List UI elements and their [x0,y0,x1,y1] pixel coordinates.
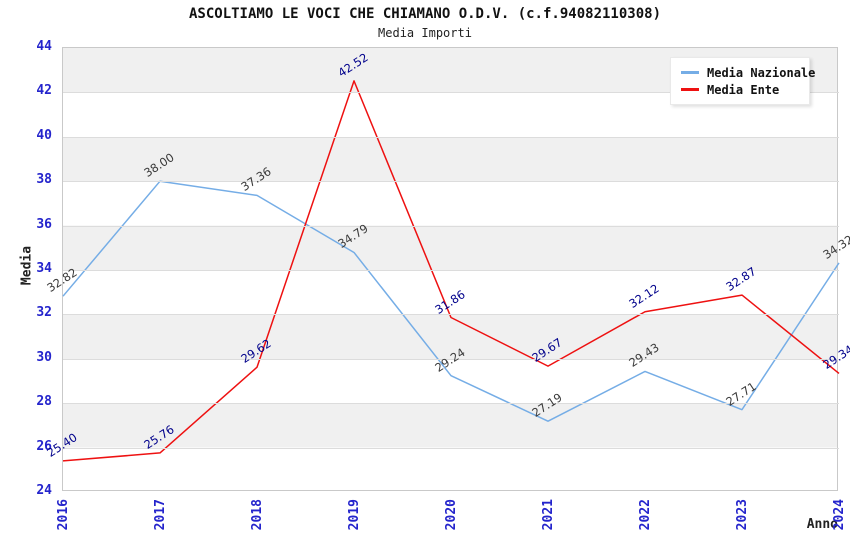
legend-item-media-nazionale: Media Nazionale [681,64,815,81]
legend: Media Nazionale Media Ente [670,57,815,105]
y-tick-label: 36 [36,216,52,232]
gridline [63,314,839,316]
y-tick-label: 30 [36,349,52,365]
x-tick-label: 2021 [541,499,556,531]
gridline [63,181,839,183]
x-tick-label: 2019 [347,499,362,531]
x-tick-label: 2020 [444,499,459,531]
y-tick-label: 42 [36,83,52,99]
y-tick-label: 26 [36,438,52,454]
y-tick-label: 38 [36,172,52,188]
gridline [63,92,839,94]
x-tick-label: 2016 [56,499,71,531]
x-tick-label: 2022 [638,499,653,531]
gridline [63,447,839,449]
x-tick-label: 2017 [153,499,168,531]
legend-label-media-ente: Media Ente [707,82,780,97]
y-tick-label: 32 [36,305,52,321]
y-tick-label: 34 [36,261,52,276]
x-tick-label: 2023 [735,499,750,531]
x-tick-label: 2024 [832,499,847,531]
gridline [63,136,839,138]
y-tick-label: 40 [36,127,52,143]
series-lines [62,80,840,462]
chart-subtitle: Media Importi [378,26,472,40]
legend-swatch-media-ente [681,88,699,91]
series-line-1 [62,80,840,462]
chart-title: ASCOLTIAMO LE VOCI CHE CHIAMANO O.D.V. (… [188,6,661,22]
legend-item-media-ente: Media Ente [681,81,801,98]
plot-area [62,47,840,491]
y-tick-label: 24 [36,483,52,498]
x-tick-label: 2018 [250,499,265,531]
x-axis-label: Anno [806,517,838,532]
gridline [63,225,839,227]
series-line-0 [62,180,840,422]
legend-swatch-media-nazionale [681,71,699,74]
gridline [63,270,839,271]
y-tick-label: 44 [36,39,52,54]
legend-label-media-nazionale: Media Nazionale [707,65,816,80]
gridline [63,358,839,360]
gridline [63,403,839,405]
y-tick-label: 28 [36,394,52,410]
